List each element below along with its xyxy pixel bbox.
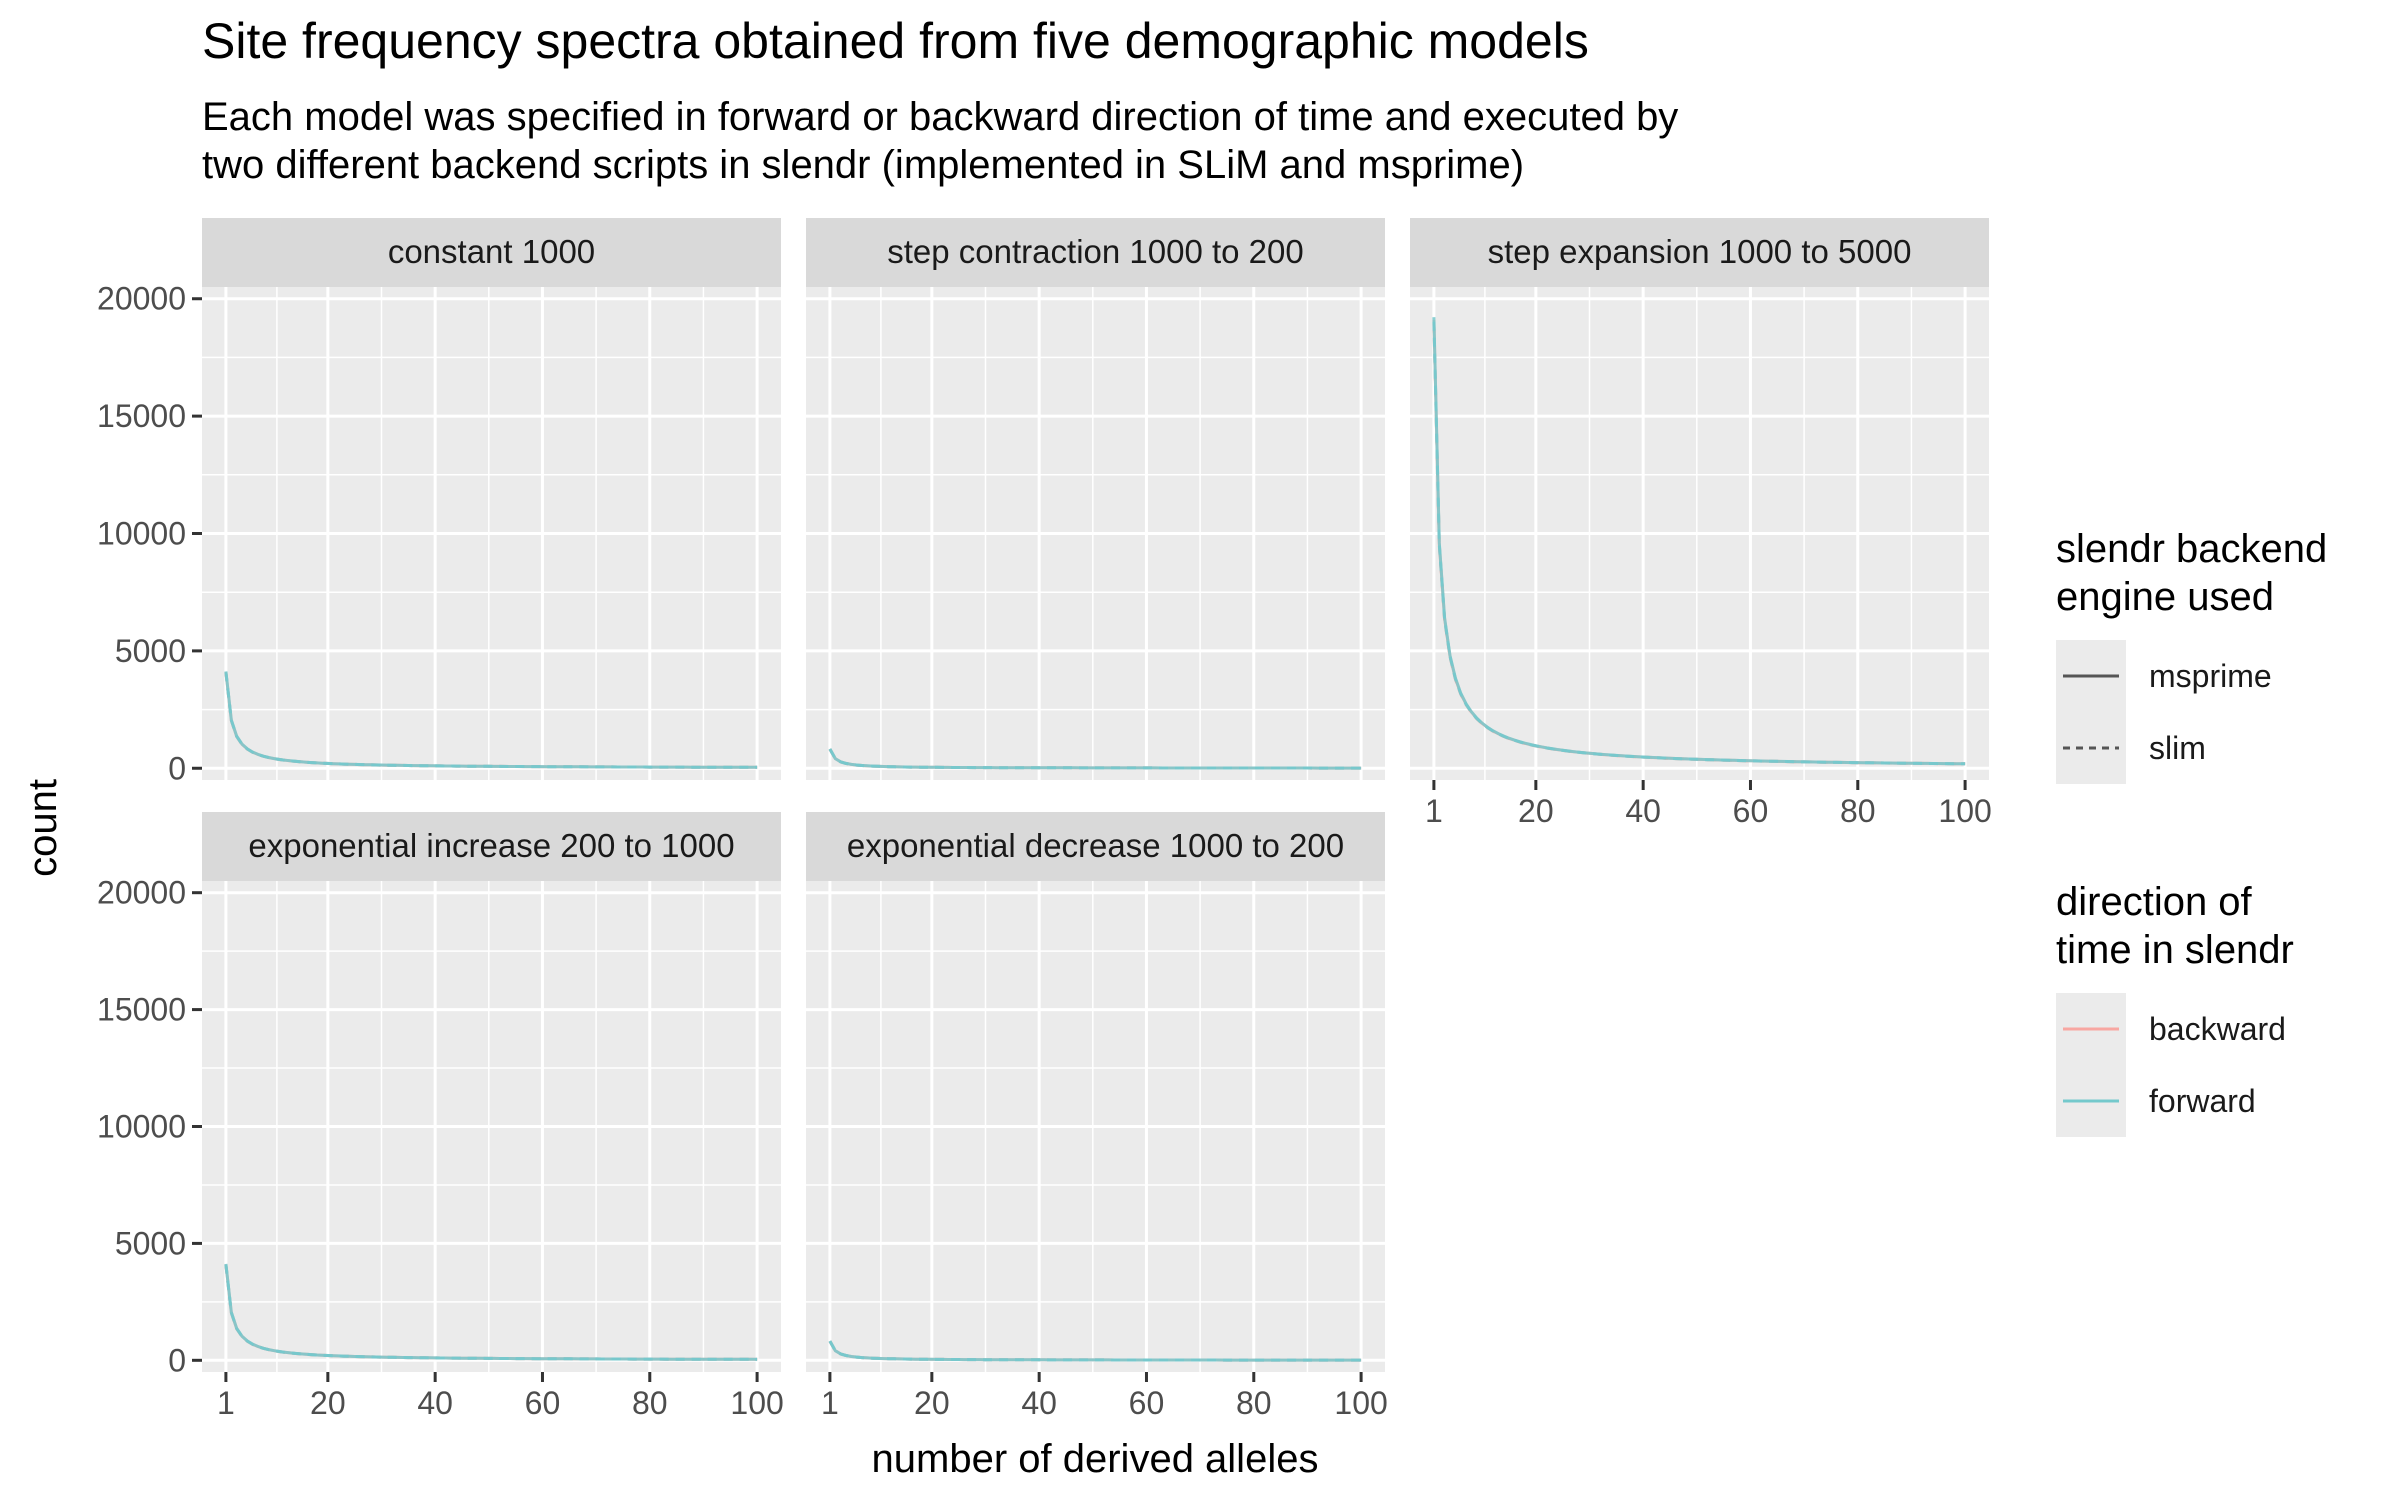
facet-strip	[806, 812, 1385, 881]
x-tick-label: 80	[1236, 1385, 1272, 1421]
series-slim-forward	[828, 748, 1362, 770]
chart-subtitle-line-2: two different backend scripts in slendr …	[202, 143, 1524, 187]
y-tick-label: 0	[168, 750, 186, 786]
legend-title: engine used	[2056, 575, 2274, 619]
y-tick-label: 20000	[97, 875, 186, 911]
legend-label: forward	[2149, 1083, 2256, 1119]
legend-label: backward	[2149, 1011, 2286, 1047]
facet-strip	[202, 218, 781, 287]
legend-label: slim	[2149, 730, 2206, 766]
x-tick-label: 1	[217, 1385, 235, 1421]
x-tick-label: 60	[1129, 1385, 1165, 1421]
chart-title: Site frequency spectra obtained from fiv…	[202, 13, 1589, 69]
y-tick-label: 10000	[97, 1109, 186, 1145]
facet-panel: step contraction 1000 to 200	[806, 218, 1385, 780]
x-tick-label: 20	[310, 1385, 346, 1421]
x-tick-label: 80	[632, 1385, 668, 1421]
x-tick-label: 40	[1021, 1385, 1057, 1421]
x-tick-label: 40	[417, 1385, 453, 1421]
series-slim-forward	[224, 1264, 758, 1361]
facet-strip	[1410, 218, 1989, 287]
x-tick-label: 20	[1518, 793, 1554, 829]
y-tick-label: 5000	[115, 633, 186, 669]
y-tick-label: 20000	[97, 281, 186, 317]
series-slim-forward	[828, 1340, 1362, 1362]
x-tick-label: 40	[1625, 793, 1661, 829]
series-slim-forward	[224, 672, 758, 769]
legend-label: msprime	[2149, 658, 2272, 694]
series-slim-forward	[1432, 321, 1966, 766]
x-tick-label: 20	[914, 1385, 950, 1421]
y-tick-label: 15000	[97, 992, 186, 1028]
x-tick-label: 100	[730, 1385, 783, 1421]
x-tick-label: 60	[1733, 793, 1769, 829]
x-tick-label: 80	[1840, 793, 1876, 829]
legend-title: time in slendr	[2056, 928, 2294, 972]
x-tick-label: 60	[525, 1385, 561, 1421]
y-tick-label: 10000	[97, 516, 186, 552]
facet-strip	[806, 218, 1385, 287]
facet-panel: step expansion 1000 to 5000 1 20 40 60 80 100	[1410, 218, 1992, 829]
y-tick-label: 15000	[97, 398, 186, 434]
legend-title: slendr backend	[2056, 527, 2327, 571]
facet-panel: constant 1000 0 5000 10000 15000 20000	[97, 218, 781, 786]
chart-subtitle-line-1: Each model was specified in forward or b…	[202, 95, 1678, 139]
facet-strip-label: exponential increase 200 to 1000	[248, 827, 734, 864]
x-tick-label: 100	[1334, 1385, 1387, 1421]
facet-panel: exponential increase 200 to 1000 0 5000 100…	[97, 812, 784, 1421]
x-tick-label: 100	[1938, 793, 1991, 829]
facet-strip-label: step contraction 1000 to 200	[887, 233, 1303, 270]
facet-strip-label: exponential decrease 1000 to 200	[847, 827, 1344, 864]
y-tick-label: 5000	[115, 1225, 186, 1261]
y-tick-label: 0	[168, 1342, 186, 1378]
y-axis-label: count	[21, 779, 65, 877]
facet-strip-label: step expansion 1000 to 5000	[1488, 233, 1912, 270]
x-tick-label: 1	[1425, 793, 1443, 829]
legend-title: direction of	[2056, 880, 2253, 924]
facet-strip-label: constant 1000	[388, 233, 595, 270]
facet-strip	[202, 812, 781, 881]
x-axis-label: number of derived alleles	[872, 1437, 1319, 1481]
x-tick-label: 1	[821, 1385, 839, 1421]
